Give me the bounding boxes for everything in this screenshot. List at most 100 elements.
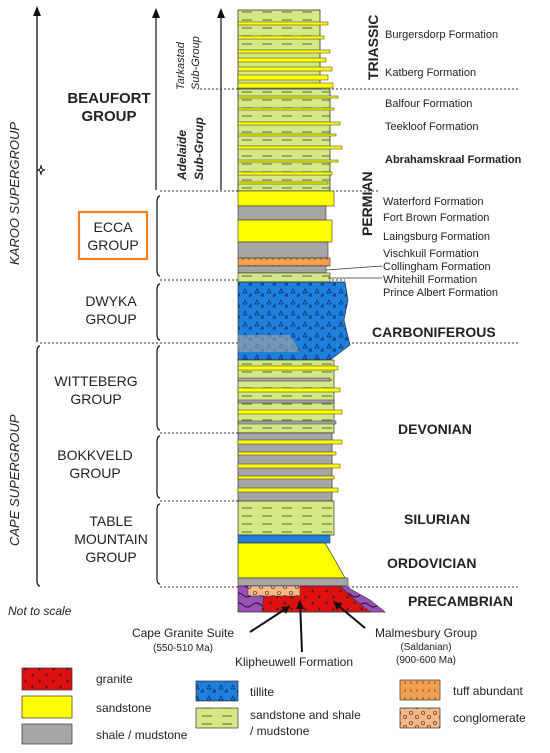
layer-whitehill	[237, 265, 327, 274]
subgroup-arrowhead	[217, 8, 225, 18]
dwyka-label-line2: GROUP	[85, 311, 136, 327]
witteberg-group-label: WITTEBERG GROUP	[54, 373, 137, 407]
witteberg-label-line1: WITTEBERG	[54, 373, 137, 389]
period-ordovician: ORDOVICIAN	[387, 555, 476, 571]
legend-sandstone-shale-swatch	[195, 707, 239, 729]
dwyka-group-label: DWYKA GROUP	[85, 293, 137, 327]
tarkastad-label: Tarkastad Sub-Group	[175, 36, 202, 90]
ecca-label-line1: ECCA	[94, 219, 134, 235]
layer-klipheuwell	[247, 585, 301, 597]
layer-collingham	[237, 257, 331, 267]
bokkveld-bracket	[156, 435, 161, 499]
klipheuwell-label: Klipheuwell Formation	[235, 655, 353, 669]
ecca-group-label: ECCA GROUP	[87, 219, 138, 253]
legend-sandstone: sandstone	[21, 695, 152, 719]
legend-granite-swatch	[21, 667, 73, 691]
karoo-brace	[36, 164, 46, 176]
tarkastad-label-line1: Tarkastad	[175, 41, 187, 90]
layer-table-mountain-sandstone	[237, 542, 346, 579]
table-mountain-group-label: TABLE MOUNTAIN GROUP	[74, 513, 148, 565]
malmesbury-label: Malmesbury Group	[375, 626, 477, 640]
triassic-sand-stripes	[237, 21, 334, 89]
basement-arrows	[249, 600, 366, 653]
bokkveld-label-line2: GROUP	[69, 465, 120, 481]
period-permian: PERMIAN	[359, 171, 375, 236]
legend-tuff: tuff abundant	[399, 679, 524, 701]
karoo-arrowhead	[33, 6, 41, 16]
formation-teekloof: Teekloof Formation	[385, 121, 479, 133]
karoo-supergroup-label: KAROO SUPERGROUP	[7, 122, 22, 265]
bokkveld-group-label: BOKKVELD GROUP	[57, 447, 132, 481]
legend-conglomerate-swatch	[399, 707, 441, 729]
period-silurian: SILURIAN	[404, 511, 470, 527]
witteberg-bracket	[156, 345, 161, 431]
legend-sandstone-shale: sandstone and shale / mudstone	[195, 707, 361, 738]
period-triassic: TRIASSIC	[365, 15, 381, 80]
formation-vischkuil: Vischkuil Formation	[383, 248, 479, 260]
bokkveld-stripes	[237, 439, 343, 493]
tarkastad-label-line2: Sub-Group	[190, 36, 202, 90]
layer-waterford	[237, 190, 335, 207]
legend-conglomerate: conglomerate	[399, 707, 526, 729]
witteberg-stripes	[237, 365, 343, 425]
legend-sandstone-shale-label-2: / mudstone	[250, 724, 310, 738]
layer-dwyka-shale	[238, 335, 300, 352]
arrowhead-cape-granite	[281, 606, 290, 614]
formation-leaders	[325, 265, 383, 279]
karoo-bracket	[33, 6, 46, 342]
layer-table-mountain-upper	[237, 500, 335, 536]
layer-vischkuil	[237, 241, 329, 259]
table-mountain-label-line2: MOUNTAIN	[74, 531, 148, 547]
cape-granite-age: (550-510 Ma)	[153, 643, 213, 654]
formation-fort-brown: Fort Brown Formation	[383, 212, 489, 224]
arrowhead-klipheuwell	[296, 600, 304, 609]
ecca-highlight-box	[77, 210, 149, 261]
period-precambrian: PRECAMBRIAN	[408, 593, 513, 609]
adelaide-label: Adelaide Sub-Group	[175, 117, 206, 181]
formation-whitehill: Whitehill Formation	[383, 274, 477, 286]
formation-labels: Burgersdorp Formation Katberg Formation …	[383, 29, 522, 299]
beaufort-arrowhead	[152, 8, 160, 18]
table-mountain-label-line3: GROUP	[85, 549, 136, 565]
dwyka-label-line1: DWYKA	[85, 293, 137, 309]
legend-tuff-label: tuff abundant	[453, 684, 524, 698]
cape-bracket	[36, 345, 41, 587]
strat-column	[237, 9, 386, 613]
dwyka-bracket	[156, 283, 161, 341]
legend-granite-label: granite	[96, 672, 133, 686]
layer-laingsburg	[237, 219, 333, 243]
arrowhead-malmesbury	[333, 601, 342, 610]
arrow-klipheuwell	[299, 601, 303, 653]
legend: granite sandstone shale / mudstone tilli…	[21, 667, 526, 745]
leader-whitehill	[325, 265, 383, 271]
formation-balfour: Balfour Formation	[385, 98, 472, 110]
legend-sandstone-label: sandstone	[96, 701, 152, 715]
legend-shale-label: shale / mudstone	[96, 728, 188, 742]
arrow-malmesbury	[334, 602, 366, 629]
beaufort-group-label: BEAUFORT GROUP	[67, 90, 150, 125]
group-brackets	[152, 8, 225, 585]
formation-waterford: Waterford Formation	[383, 196, 483, 208]
malmesbury-sub: (Saldanian)	[400, 642, 451, 653]
not-to-scale-note: Not to scale	[8, 604, 72, 618]
legend-shale-swatch	[21, 723, 73, 745]
legend-sandstone-swatch	[21, 695, 73, 719]
witteberg-label-line2: GROUP	[70, 391, 121, 407]
cape-bracket-line	[36, 345, 41, 587]
arrow-cape-granite	[249, 605, 291, 633]
formation-prince-albert: Prince Albert Formation	[383, 287, 498, 299]
legend-tuff-swatch	[399, 679, 441, 701]
formation-abrahamskraal: Abrahamskraal Formation	[385, 154, 522, 166]
adelaide-label-line1: Adelaide	[175, 130, 189, 181]
ecca-label-line2: GROUP	[87, 237, 138, 253]
adelaide-stripes	[237, 95, 343, 185]
cape-supergroup-label: CAPE SUPERGROUP	[7, 414, 22, 546]
layer-prince-albert	[237, 272, 331, 283]
malmesbury-age: (900-600 Ma)	[396, 655, 456, 666]
adelaide-label-line2: Sub-Group	[192, 117, 206, 180]
bokkveld-label-line1: BOKKVELD	[57, 447, 132, 463]
legend-tillite-label: tillite	[250, 685, 274, 699]
legend-tillite: tillite	[195, 680, 274, 702]
legend-granite: granite	[21, 667, 133, 691]
